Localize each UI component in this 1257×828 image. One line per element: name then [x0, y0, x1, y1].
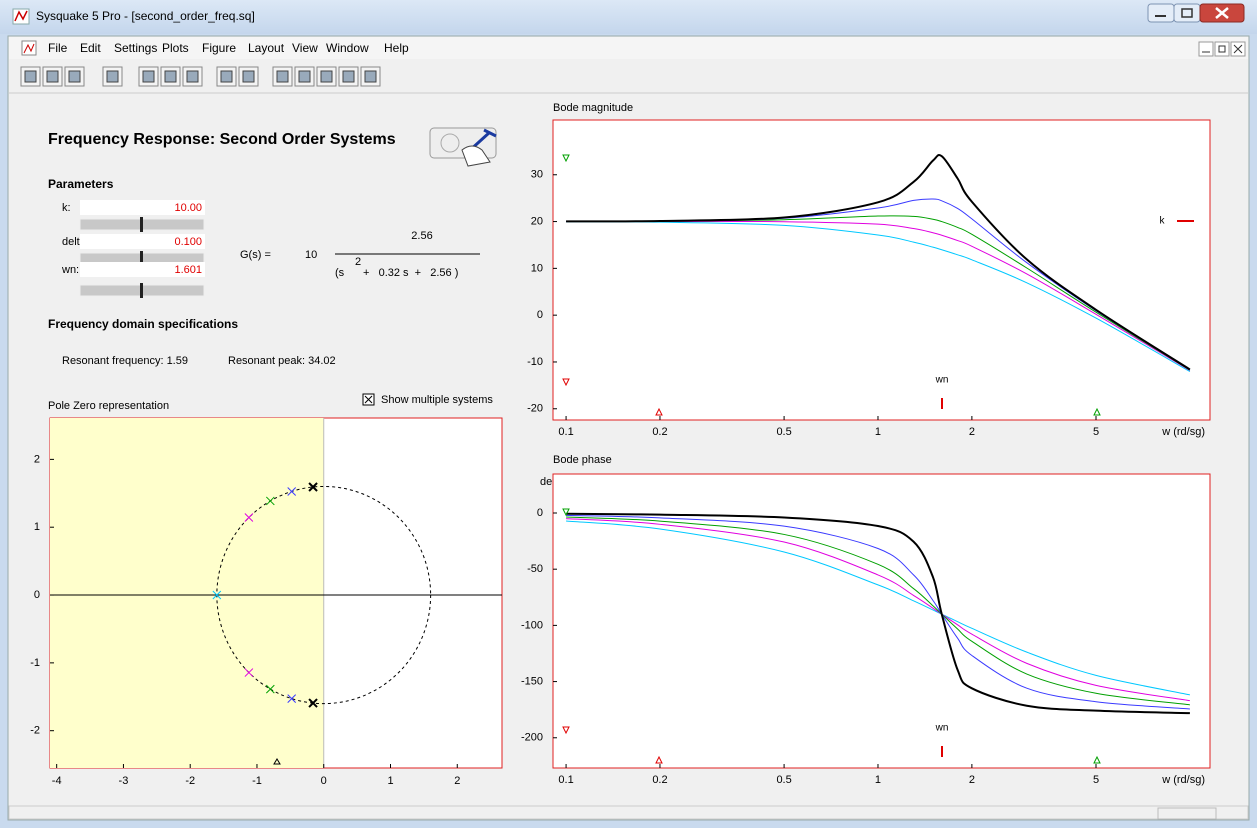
y-tick-label: 20 — [531, 215, 543, 227]
spec: Resonant peak: 34.02 — [228, 355, 336, 367]
param-label: k: — [62, 202, 71, 214]
x-tick-label: 5 — [1093, 774, 1099, 786]
toolbar-icon — [343, 71, 354, 82]
menu-item[interactable]: File — [48, 41, 68, 55]
toolbar — [9, 61, 1248, 93]
x-tick-label: 2 — [969, 426, 975, 438]
x-axis-label: w (rd/sg) — [1161, 774, 1205, 786]
annotation: wn — [935, 375, 949, 386]
app-window: Sysquake 5 Pro - [second_order_freq.sq] … — [0, 0, 1257, 828]
toolbar-icon — [47, 71, 58, 82]
x-tick-label: -1 — [252, 775, 262, 787]
x-tick-label: 0.2 — [652, 426, 667, 438]
tf-lhs: G(s) = — [240, 249, 271, 261]
toolbar-icon — [299, 71, 310, 82]
window-controls[interactable] — [1148, 4, 1244, 22]
tf-den-open: (s — [335, 267, 345, 279]
menu-item[interactable]: Edit — [80, 41, 101, 55]
toolbar-icon — [143, 71, 154, 82]
toolbar-icon — [165, 71, 176, 82]
x-tick-label: 0.1 — [558, 774, 573, 786]
y-tick-label: -200 — [521, 732, 543, 744]
plot-frame — [553, 474, 1210, 768]
x-tick-label: 2 — [454, 775, 460, 787]
plot-title: Pole Zero representation — [48, 400, 169, 412]
section-heading: Parameters — [48, 177, 114, 191]
y-tick-label: -1 — [30, 657, 40, 669]
toolbar-icon — [221, 71, 232, 82]
tf-exponent: 2 — [355, 256, 361, 268]
x-tick-label: 0.2 — [652, 774, 667, 786]
status-bar — [9, 806, 1248, 819]
menu-item[interactable]: Help — [384, 41, 409, 55]
toolbar-icon — [365, 71, 376, 82]
x-tick-label: -3 — [119, 775, 129, 787]
slider[interactable] — [80, 217, 204, 232]
x-tick-label: 0.5 — [776, 774, 791, 786]
param-value[interactable]: 10.00 — [174, 202, 202, 214]
x-tick-label: 0.1 — [558, 426, 573, 438]
checkbox-label[interactable]: Show multiple systems — [381, 394, 493, 406]
y-tick-label: -2 — [30, 725, 40, 737]
y-tick-label: 0 — [34, 589, 40, 601]
tf-numerator: 2.56 — [411, 230, 432, 242]
x-tick-label: 0 — [321, 775, 327, 787]
plot-title: Bode magnitude — [553, 102, 633, 114]
y-tick-label: 2 — [34, 453, 40, 465]
toolbar-icon — [277, 71, 288, 82]
menu-item[interactable]: Plots — [162, 41, 189, 55]
y-tick-label: 1 — [34, 521, 40, 533]
x-tick-label: 2 — [969, 774, 975, 786]
y-tick-label: -10 — [527, 356, 543, 368]
section-heading: Frequency domain specifications — [48, 317, 238, 331]
menu-item[interactable]: Layout — [248, 41, 285, 55]
x-axis-label: w (rd/sg) — [1161, 426, 1205, 438]
tf-gain: 10 — [305, 249, 317, 261]
menu-item[interactable]: Figure — [202, 41, 236, 55]
menu-bar — [9, 37, 1248, 59]
x-tick-label: 1 — [387, 775, 393, 787]
tf-den-rest: + 0.32 s + 2.56 ) — [363, 267, 458, 279]
y-tick-label: -150 — [521, 675, 543, 687]
x-tick-label: 1 — [875, 774, 881, 786]
plot-frame — [553, 120, 1210, 420]
y-tick-label: 10 — [531, 262, 543, 274]
toolbar-icon — [69, 71, 80, 82]
param-value[interactable]: 1.601 — [174, 264, 202, 276]
annotation: wn — [935, 723, 949, 734]
toolbar-icon — [25, 71, 36, 82]
x-tick-label: 0.5 — [776, 426, 791, 438]
mdi-controls[interactable] — [1199, 42, 1245, 56]
panel-title: Frequency Response: Second Order Systems — [48, 131, 396, 148]
toolbar-icon — [187, 71, 198, 82]
x-tick-label: -4 — [52, 775, 62, 787]
y-tick-label: -20 — [527, 403, 543, 415]
y-tick-label: -50 — [527, 563, 543, 575]
toolbar-icon — [321, 71, 332, 82]
plot-title: Bode phase — [553, 454, 612, 466]
y-tick-label: 0 — [537, 309, 543, 321]
toolbar-icon — [107, 71, 118, 82]
toolbar-icon — [243, 71, 254, 82]
y-tick-label: -100 — [521, 619, 543, 631]
stable-region — [50, 418, 324, 768]
window-title: Sysquake 5 Pro - [second_order_freq.sq] — [36, 9, 255, 23]
param-label: wn: — [61, 264, 79, 276]
param-value[interactable]: 0.100 — [174, 236, 202, 248]
menu-item[interactable]: Settings — [114, 41, 157, 55]
y-tick-label: 0 — [537, 507, 543, 519]
y-tick-label: 30 — [531, 169, 543, 181]
spec: Resonant frequency: 1.59 — [62, 355, 188, 367]
slider[interactable] — [80, 283, 204, 298]
menu-item[interactable]: View — [292, 41, 318, 55]
x-tick-label: -2 — [185, 775, 195, 787]
menu-item[interactable]: Window — [326, 41, 369, 55]
x-tick-label: 1 — [875, 426, 881, 438]
x-tick-label: 5 — [1093, 426, 1099, 438]
